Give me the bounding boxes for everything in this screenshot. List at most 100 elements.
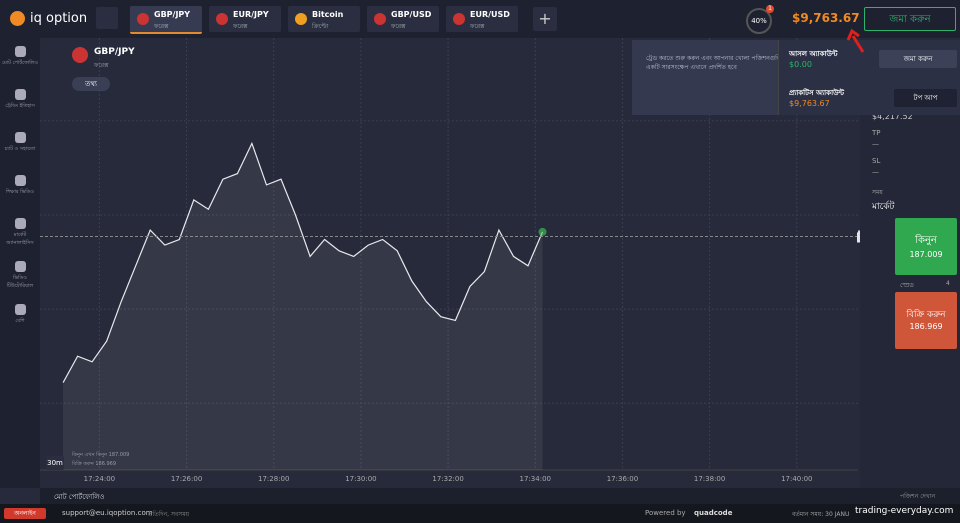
- sidebar-item[interactable]: মোট পোর্টফোলিও: [0, 46, 40, 68]
- logo-icon: [10, 11, 25, 26]
- tab-name: GBP/USD: [391, 10, 432, 19]
- practice-label: প্র্যাকটিস অ্যাকাউন্ট: [789, 89, 845, 97]
- sidebar-item[interactable]: ট্রেডিং ইতিহাস: [0, 89, 40, 111]
- sidebar-item[interactable]: বেশি: [0, 304, 40, 326]
- last-price-bg: [857, 232, 860, 243]
- time: বর্তমান সময়: 30 JANU: [792, 511, 850, 518]
- sidebar-item[interactable]: চ্যাট ও সহায়তা: [0, 132, 40, 154]
- legend-buy: কিনুন এখন কিনুন 187.009: [72, 452, 129, 460]
- tab[interactable]: Bitcoin ক্রিপ্টো: [288, 6, 360, 32]
- x-tick-label: 17:24:00: [84, 475, 115, 483]
- asset-kind: ফরেক্স: [94, 62, 109, 69]
- sell-label: বিক্রি করুন: [906, 310, 946, 320]
- real-balance: $0.00: [789, 60, 812, 69]
- sell-button[interactable]: বিক্রি করুন 186.969: [895, 292, 957, 349]
- tab[interactable]: GBP/USD ফরেক্স: [367, 6, 439, 32]
- tab-name: Bitcoin: [312, 10, 344, 19]
- tab[interactable]: EUR/USD ফরেক্স: [446, 6, 518, 32]
- add-tab[interactable]: +: [533, 7, 557, 31]
- bottom-bar: মোট পোর্টফোলিও পজিশন দেখান: [40, 488, 960, 504]
- spread-label: স্প্রেড: [900, 282, 914, 289]
- legend-label: বিক্রি করুন: [72, 461, 94, 467]
- tab-name: EUR/JPY: [233, 10, 269, 19]
- tp-label: TP: [872, 129, 881, 137]
- brand: quadcode: [694, 509, 733, 517]
- sidebar-icon: [14, 218, 26, 229]
- time-value[interactable]: মার্কেট: [872, 202, 895, 212]
- watermark: trading-everyday.com: [855, 506, 954, 516]
- sl-value[interactable]: —: [872, 168, 879, 176]
- logo: iq option: [30, 11, 88, 26]
- sidebar-label: বেশি: [15, 318, 25, 324]
- x-tick-label: 17:32:00: [432, 475, 463, 483]
- email[interactable]: support@eu.iqoption.com: [62, 509, 153, 517]
- popup-message: ট্রেড করতে শুরু করুন এবং আপনার খোলা পজিশ…: [646, 55, 785, 71]
- legend-value: 187.009: [108, 452, 130, 458]
- real-deposit[interactable]: জমা করুন: [879, 50, 957, 68]
- sl-label: SL: [872, 157, 881, 165]
- topup-button[interactable]: টপ আপ: [894, 89, 957, 107]
- x-tick-label: 17:36:00: [607, 475, 638, 483]
- x-tick-label: 17:38:00: [694, 475, 725, 483]
- x-tick-label: 17:26:00: [171, 475, 202, 483]
- tab-icon: [374, 13, 386, 25]
- sidebar-label: ভিডিও টিউটোরিয়াল: [6, 275, 34, 289]
- tab[interactable]: EUR/JPY ফরেক্স: [209, 6, 281, 32]
- tp-value[interactable]: —: [872, 140, 879, 148]
- x-tick-label: 17:34:00: [520, 475, 551, 483]
- tab[interactable]: GBP/JPY ফরেক্স: [130, 6, 202, 34]
- positions[interactable]: পজিশন দেখান: [900, 493, 936, 500]
- deposit-button[interactable]: জমা করুন: [864, 7, 956, 31]
- tab-icon: [216, 13, 228, 25]
- tab-icon: [137, 13, 149, 25]
- progress: 40%: [746, 8, 772, 34]
- practice-balance: $9,763.67: [789, 99, 830, 108]
- asset-name[interactable]: GBP/JPY: [94, 47, 135, 57]
- sidebar-icon: [14, 261, 26, 272]
- powered: Powered by: [645, 509, 686, 517]
- buy-button[interactable]: কিনুন 187.009: [895, 218, 957, 275]
- real-label: আসল অ্যাকাউন্ট: [789, 50, 838, 58]
- badge: 1: [766, 5, 774, 13]
- sidebar-icon: [14, 304, 26, 315]
- last-point: [538, 227, 547, 236]
- balance[interactable]: $9,763.67: [792, 11, 860, 25]
- legend-label: কিনুন এখন কিনুন: [72, 452, 108, 458]
- sidebar-label: ট্রেডিং ইতিহাস: [5, 103, 35, 109]
- sidebar-label: শিক্ষার ভিডিও: [5, 189, 35, 195]
- sidebar-icon: [14, 175, 26, 186]
- legend-sell: বিক্রি করুন 186.969: [72, 461, 116, 469]
- sidebar-label: চ্যাট ও সহায়তা: [4, 146, 36, 152]
- tab-kind: ফরেক্স: [154, 23, 169, 30]
- tab-icon: [295, 13, 307, 25]
- tab-name: EUR/USD: [470, 10, 510, 19]
- period-button[interactable]: 30m: [46, 456, 64, 470]
- info-button[interactable]: তথ্য: [72, 77, 110, 91]
- portfolio[interactable]: মোট পোর্টফোলিও: [54, 493, 105, 501]
- top-bar: iq option GBP/JPY ফরেক্স EUR/JPY ফরেক্স Bitc…: [0, 0, 960, 38]
- sidebar-item[interactable]: শিক্ষার ভিডিও: [0, 175, 40, 197]
- grid-button[interactable]: [96, 7, 118, 29]
- sidebar-item[interactable]: ভিডিও টিউটোরিয়াল: [0, 261, 40, 291]
- spread: 4: [946, 280, 950, 287]
- legend-value: 186.969: [95, 461, 117, 467]
- buy-label: কিনুন: [915, 235, 937, 246]
- hours: প্রতিদিন, সবসময়: [148, 511, 190, 518]
- sidebar-item[interactable]: মার্কেট অ্যানালাইসিস: [0, 218, 40, 248]
- x-tick-label: 17:30:00: [345, 475, 376, 483]
- sidebar: মোট পোর্টফোলিও ট্রেডিং ইতিহাস চ্যাট ও সহায…: [0, 38, 40, 488]
- tab-icon: [453, 13, 465, 25]
- sidebar-icon: [14, 132, 26, 143]
- sell-price: 186.969: [909, 322, 943, 331]
- tab-kind: ফরেক্স: [233, 23, 248, 30]
- asset-flag: [72, 47, 88, 63]
- buy-price: 187.009: [909, 250, 943, 259]
- tab-kind: ক্রিপ্টো: [312, 23, 329, 30]
- red-arrow: [846, 28, 865, 53]
- footer: অনলাইন support@eu.iqoption.com প্রতিদিন,…: [0, 504, 960, 523]
- sidebar-icon: [14, 46, 26, 57]
- sidebar-label: মার্কেট অ্যানালাইসিস: [6, 232, 34, 246]
- amount: $4,217.52: [872, 112, 913, 121]
- x-tick-label: 17:40:00: [781, 475, 812, 483]
